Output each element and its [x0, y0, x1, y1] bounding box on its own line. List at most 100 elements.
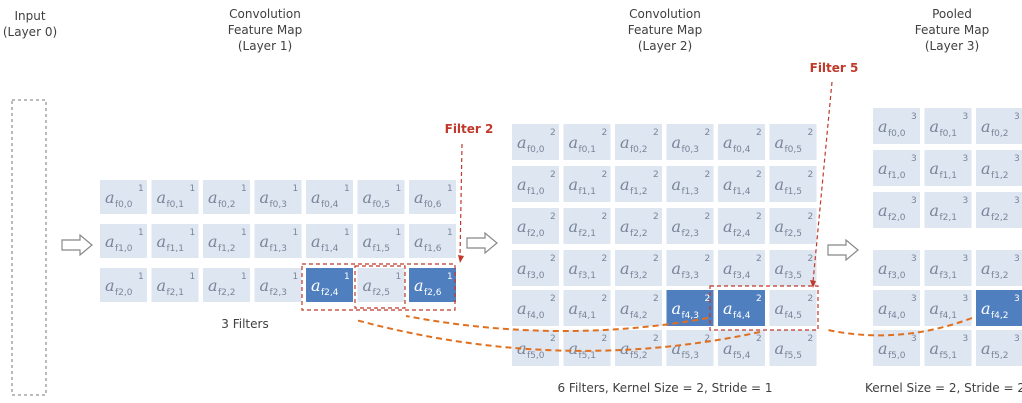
- cell-box: [666, 208, 714, 244]
- layer-title: Convolution: [229, 7, 301, 21]
- cell: a f1,0 2: [512, 166, 559, 202]
- cell-symbol: a: [311, 232, 321, 251]
- layer-title: Input: [14, 9, 45, 23]
- cell: a f0,2 3: [976, 108, 1022, 144]
- cell-symbol: a: [775, 339, 785, 358]
- cell: a f0,6 1: [409, 180, 456, 214]
- cell-subscript: f5,0: [527, 351, 545, 361]
- cell-superscript: 2: [705, 254, 711, 264]
- cell-subscript: f4,1: [579, 311, 596, 321]
- cell-box: [151, 268, 199, 302]
- cell-subscript: f4,2: [991, 311, 1008, 321]
- cell: a f1,2 2: [615, 166, 662, 202]
- cell-box: [873, 150, 920, 186]
- cell-symbol: a: [620, 217, 630, 236]
- cell-box: [615, 330, 662, 366]
- cell-symbol: a: [569, 175, 579, 194]
- cell-box: [512, 124, 559, 160]
- cell-symbol: a: [517, 133, 527, 152]
- cell-superscript: 1: [344, 272, 350, 282]
- cell-box: [718, 290, 765, 326]
- cell-symbol: a: [672, 339, 682, 358]
- cell-subscript: f5,2: [630, 351, 647, 361]
- cell: a f1,5 1: [357, 224, 405, 258]
- cell-superscript: 1: [293, 272, 299, 282]
- cell-symbol: a: [157, 232, 167, 251]
- cell: a f1,0 1: [100, 224, 147, 258]
- cell-symbol: a: [672, 133, 682, 152]
- cell-symbol: a: [878, 117, 888, 136]
- cell-superscript: 2: [808, 254, 814, 264]
- cell-superscript: 1: [241, 184, 247, 194]
- cell-superscript: 2: [550, 294, 556, 304]
- cell-subscript: f1,3: [682, 187, 699, 197]
- cell: a f2,4 2: [718, 208, 765, 244]
- cell-superscript: 3: [1014, 154, 1020, 164]
- cell-superscript: 3: [963, 294, 969, 304]
- cell-subscript: f0,3: [682, 145, 699, 155]
- cell-box: [151, 224, 199, 258]
- cell-superscript: 3: [963, 154, 969, 164]
- cell: a f1,3 2: [666, 166, 714, 202]
- cell-symbol: a: [260, 188, 270, 207]
- cell-symbol: a: [208, 276, 218, 295]
- cell-superscript: 3: [1014, 112, 1020, 122]
- cell-subscript: f5,1: [940, 351, 957, 361]
- cell: a f0,1 1: [151, 180, 199, 214]
- arrow: [466, 231, 498, 255]
- cell-box: [254, 268, 302, 302]
- cell-subscript: f5,3: [682, 351, 699, 361]
- cell-subscript: f2,2: [991, 213, 1008, 223]
- cell: a f2,5 2: [769, 208, 817, 244]
- cell: a f5,4 2: [718, 330, 765, 366]
- cell-box: [100, 268, 147, 302]
- cell: a f5,0 2: [512, 330, 559, 366]
- cell-superscript: 3: [963, 334, 969, 344]
- cell-box: [512, 208, 559, 244]
- cell: a f3,1 3: [924, 250, 972, 286]
- cell-box: [718, 166, 765, 202]
- cell-symbol: a: [981, 117, 991, 136]
- filter-arrow: [812, 81, 833, 283]
- cell-subscript: f1,2: [630, 187, 647, 197]
- cell-subscript: f5,4: [733, 351, 751, 361]
- cell-symbol: a: [517, 217, 527, 236]
- cell-superscript: 3: [1014, 334, 1020, 344]
- cell-box: [769, 330, 817, 366]
- cell-subscript: f5,5: [785, 351, 802, 361]
- cell-superscript: 1: [447, 184, 453, 194]
- cell-subscript: f4,0: [888, 311, 906, 321]
- cell-symbol: a: [878, 339, 888, 358]
- cell-symbol: a: [672, 217, 682, 236]
- cell-superscript: 3: [1014, 196, 1020, 206]
- cell-box: [409, 180, 456, 214]
- cell-box: [769, 208, 817, 244]
- filter-boxes: [301, 81, 833, 331]
- cell-subscript: f0,0: [115, 200, 133, 210]
- cell-subscript: f1,4: [733, 187, 751, 197]
- cell-superscript: 1: [396, 228, 402, 238]
- cell-box: [203, 224, 250, 258]
- cell-box: [563, 166, 611, 202]
- cell: a f0,4 1: [306, 180, 353, 214]
- cell-superscript: 2: [550, 128, 556, 138]
- cell-subscript: f4,2: [630, 311, 647, 321]
- cell-box: [357, 268, 405, 302]
- cell-symbol: a: [517, 259, 527, 278]
- cell-box: [769, 166, 817, 202]
- cell-subscript: f4,0: [527, 311, 545, 321]
- cell-subscript: f1,5: [373, 244, 390, 254]
- cell-subscript: f2,0: [888, 213, 906, 223]
- cell-superscript: 2: [653, 294, 659, 304]
- cell-superscript: 2: [705, 334, 711, 344]
- cell-box: [666, 166, 714, 202]
- layer-title: (Layer 3): [925, 39, 979, 53]
- cell-box: [924, 150, 972, 186]
- cell-superscript: 2: [550, 212, 556, 222]
- cell-box: [306, 268, 353, 302]
- cell-subscript: f0,4: [321, 200, 339, 210]
- cell: a f1,2 3: [976, 150, 1022, 186]
- cell-subscript: f4,3: [682, 311, 699, 321]
- cell-box: [924, 250, 972, 286]
- input-layer: [11, 99, 47, 396]
